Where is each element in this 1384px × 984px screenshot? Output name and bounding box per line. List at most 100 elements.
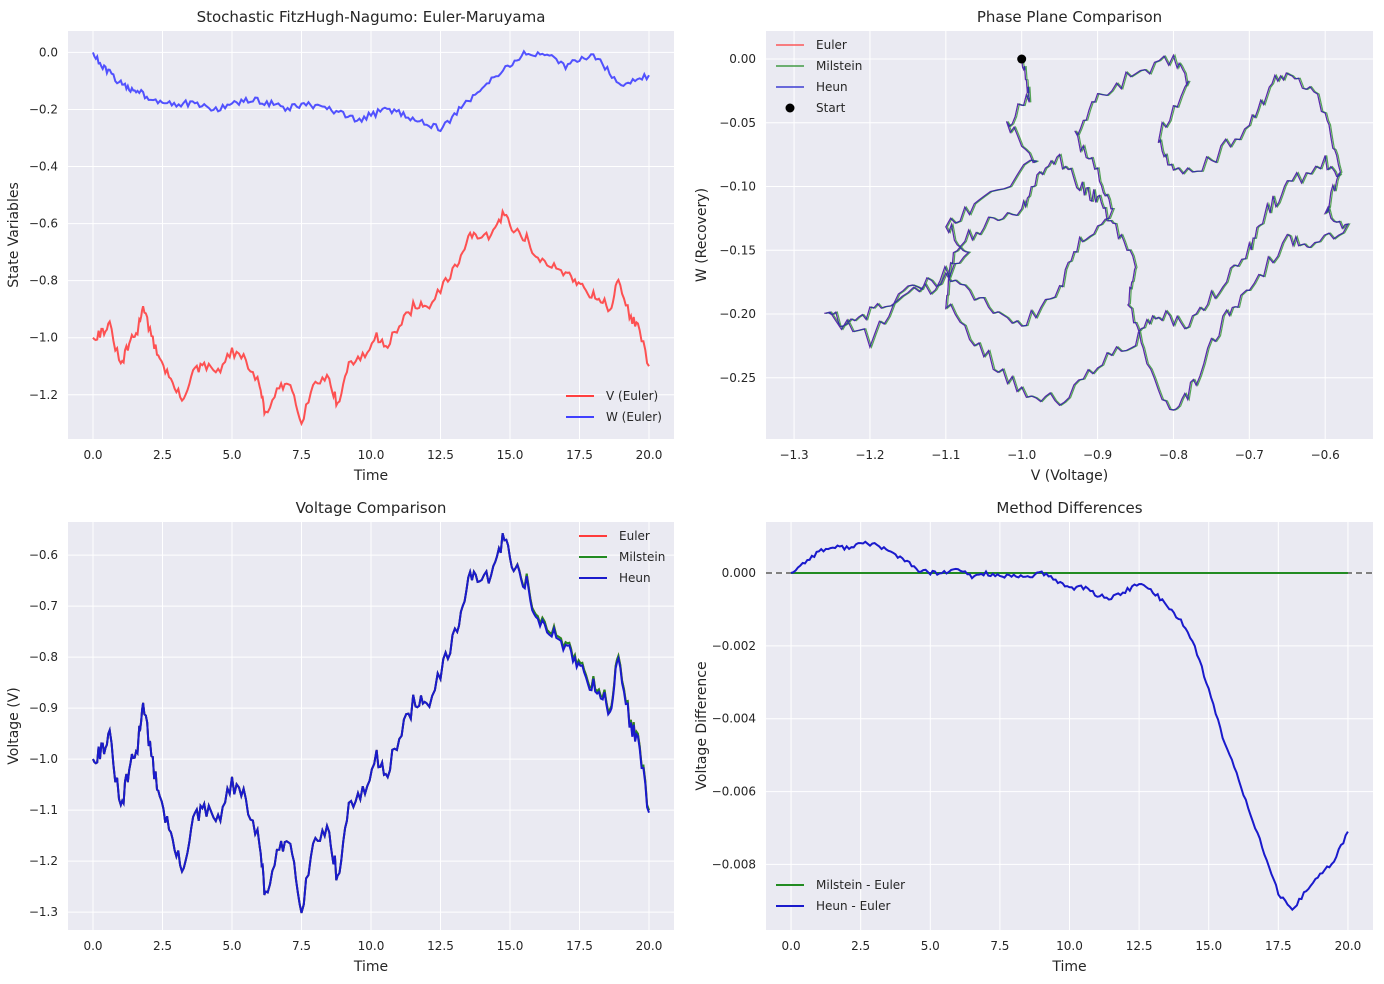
legend-label: Heun - Euler xyxy=(816,899,890,913)
y-tick-label: −0.10 xyxy=(719,180,756,194)
y-axis-label: Voltage (V) xyxy=(6,687,22,764)
x-tick-label: 7.5 xyxy=(990,939,1009,953)
legend-label: V (Euler) xyxy=(606,389,658,403)
x-tick-label: 12.5 xyxy=(427,939,454,953)
x-tick-label: 17.5 xyxy=(566,448,593,462)
y-tick-label: −0.6 xyxy=(29,217,58,231)
chart-panel-3: 0.0 2.5 5.0 7.5 10.0 12.5 15.0 17.5 20.0 −0.6 −0.7… xyxy=(6,499,674,975)
y-tick-label: −0.9 xyxy=(29,701,58,715)
x-tick-label: 2.5 xyxy=(851,939,870,953)
y-tick-label: −0.15 xyxy=(719,243,756,257)
chart-title: Voltage Comparison xyxy=(296,499,447,517)
x-tick-label: 20.0 xyxy=(636,939,663,953)
legend: Milstein - Euler Heun - Euler xyxy=(776,878,905,913)
x-tick-label: −0.6 xyxy=(1311,448,1340,462)
x-tick-label: −1.0 xyxy=(1007,448,1036,462)
x-tick-label: 0.0 xyxy=(83,448,102,462)
x-tick-label: 10.0 xyxy=(358,448,385,462)
legend-label: Milstein xyxy=(619,550,665,564)
y-tick-label: −0.004 xyxy=(712,712,756,726)
x-tick-label: 2.5 xyxy=(153,448,172,462)
x-tick-label: 15.0 xyxy=(497,448,524,462)
chart-panel-1: 0.0 2.5 5.0 7.5 10.0 12.5 15.0 17.5 20.0 0.0 −0.2 −… xyxy=(6,8,674,484)
series-line-heun xyxy=(92,532,650,914)
y-tick-label: 0.0 xyxy=(39,45,58,59)
x-tick-label: −1.1 xyxy=(931,448,960,462)
legend: V (Euler) W (Euler) xyxy=(566,389,662,424)
x-tick-label: −0.7 xyxy=(1235,448,1264,462)
x-tick-label: 17.5 xyxy=(1265,939,1292,953)
series-line-v-euler- xyxy=(92,207,650,427)
x-axis-label: Time xyxy=(353,959,388,975)
y-tick-label: −0.6 xyxy=(29,548,58,562)
y-tick-label: −1.1 xyxy=(29,803,58,817)
chart-title: Stochastic FitzHugh-Nagumo: Euler-Maruya… xyxy=(197,8,546,26)
legend-marker xyxy=(785,103,795,113)
y-tick-label: −0.006 xyxy=(712,785,756,799)
x-tick-label: 10.0 xyxy=(358,939,385,953)
y-axis-label: W (Recovery) xyxy=(694,188,710,282)
y-tick-label: −0.002 xyxy=(712,639,756,653)
chart-title: Phase Plane Comparison xyxy=(977,8,1162,26)
series-line-heun-euler xyxy=(790,540,1349,912)
y-tick-label: −1.2 xyxy=(29,854,58,868)
series-line-w-euler- xyxy=(92,49,650,133)
chart-panel-2: −1.3 −1.2 −1.1 −1.0 −0.9 −0.8 −0.7 −0.6 0.00 −0.0… xyxy=(694,8,1373,484)
y-tick-label: −0.4 xyxy=(29,160,58,174)
plot-area xyxy=(766,31,1373,439)
chart-title: Method Differences xyxy=(996,499,1142,517)
x-tick-label: 0.0 xyxy=(83,939,102,953)
x-tick-label: 2.5 xyxy=(153,939,172,953)
y-tick-label: −0.20 xyxy=(719,307,756,321)
x-tick-label: −0.9 xyxy=(1083,448,1112,462)
x-tick-label: 20.0 xyxy=(1335,939,1362,953)
x-tick-label: 15.0 xyxy=(497,939,524,953)
legend: Euler Milstein Heun Start xyxy=(776,38,862,115)
y-axis-label: Voltage Difference xyxy=(694,661,710,790)
x-tick-label: 10.0 xyxy=(1056,939,1083,953)
legend-label: Euler xyxy=(619,529,650,543)
x-tick-label: −0.8 xyxy=(1159,448,1188,462)
y-tick-label: −1.0 xyxy=(29,331,58,345)
x-tick-label: 0.0 xyxy=(782,939,801,953)
x-tick-label: 5.0 xyxy=(921,939,940,953)
legend: Euler Milstein Heun xyxy=(579,529,665,585)
x-tick-label: −1.2 xyxy=(855,448,884,462)
y-tick-label: −0.8 xyxy=(29,274,58,288)
x-axis-label: Time xyxy=(353,468,388,484)
legend-label: Start xyxy=(816,101,846,115)
x-axis-label: Time xyxy=(1051,959,1086,975)
legend-label: W (Euler) xyxy=(606,410,662,424)
grid-lines xyxy=(68,31,674,439)
x-tick-label: 5.0 xyxy=(222,939,241,953)
x-tick-label: 12.5 xyxy=(427,448,454,462)
legend-label: Milstein - Euler xyxy=(816,878,905,892)
grid-lines xyxy=(766,522,1373,930)
y-tick-label: −0.2 xyxy=(29,102,58,116)
start-marker xyxy=(1017,54,1027,64)
x-tick-label: 20.0 xyxy=(636,448,663,462)
legend-label: Heun xyxy=(619,571,651,585)
x-tick-label: −1.3 xyxy=(780,448,809,462)
x-tick-label: 17.5 xyxy=(566,939,593,953)
legend-label: Milstein xyxy=(816,59,862,73)
y-tick-label: −1.2 xyxy=(29,388,58,402)
x-tick-label: 7.5 xyxy=(292,448,311,462)
legend-label: Euler xyxy=(816,38,847,52)
y-tick-label: −0.008 xyxy=(712,857,756,871)
y-tick-label: 0.00 xyxy=(729,52,756,66)
x-tick-label: 15.0 xyxy=(1195,939,1222,953)
y-tick-label: 0.000 xyxy=(722,566,756,580)
y-tick-label: −1.3 xyxy=(29,905,58,919)
y-tick-label: −0.7 xyxy=(29,599,58,613)
y-tick-label: −0.25 xyxy=(719,371,756,385)
y-tick-label: −1.0 xyxy=(29,752,58,766)
legend-label: Heun xyxy=(816,80,848,94)
x-tick-label: 12.5 xyxy=(1126,939,1153,953)
series-line-heun xyxy=(824,53,1350,411)
x-tick-label: 5.0 xyxy=(222,448,241,462)
x-axis-label: V (Voltage) xyxy=(1031,468,1108,484)
y-tick-label: −0.05 xyxy=(719,116,756,130)
x-tick-label: 7.5 xyxy=(292,939,311,953)
